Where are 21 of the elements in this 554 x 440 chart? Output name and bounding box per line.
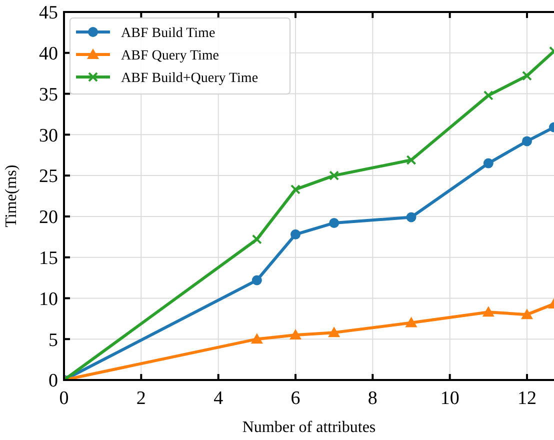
y-tick-label: 45 [39,2,58,24]
y-tick-label: 5 [48,330,58,351]
x-axis-title: Number of attributes [242,419,376,436]
x-tick-label: 10 [440,388,460,409]
x-tick-label: 8 [368,388,378,409]
y-tick-label: 25 [39,166,58,188]
y-axis-title: Time(ms) [3,164,20,228]
x-tick-label: 2 [136,388,146,409]
x-tick-label: 4 [214,388,224,409]
y-tick-label: 10 [39,288,58,310]
y-tick-label: 35 [39,84,58,106]
y-tick-label: 20 [39,207,58,228]
legend-label: ABF Query Time [121,48,220,64]
y-tick-label: 15 [39,248,58,269]
y-tick-label: 0 [48,370,58,392]
legend-label: ABF Build+Query Time [121,70,258,86]
x-tick-label: 12 [517,388,536,409]
y-tick-label: 30 [39,125,58,146]
y-tick-label: 40 [39,44,58,65]
legend-label: ABF Build Time [121,26,216,41]
x-tick-label: 6 [290,388,300,409]
